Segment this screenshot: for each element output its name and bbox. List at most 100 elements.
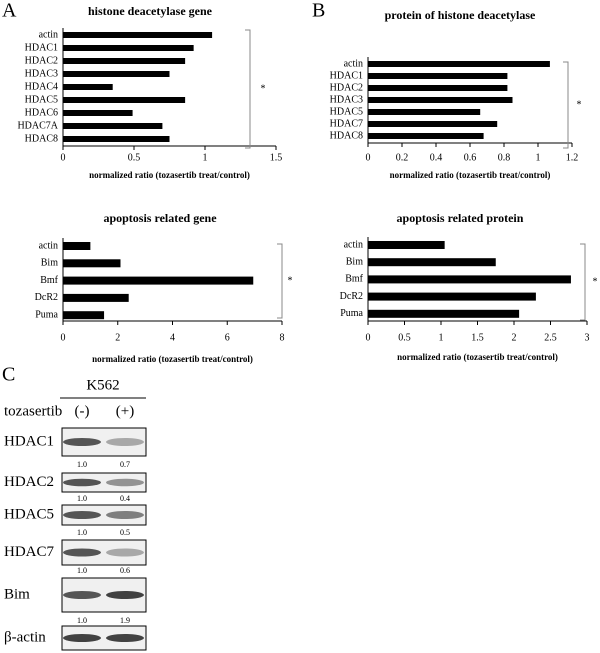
ratio-label: 1.0 [77,460,87,469]
category-label: HDAC8 [25,133,58,144]
bar [63,45,194,51]
x-tick-label: 0.5 [398,332,411,343]
band [106,634,144,642]
blot-label: HDAC2 [4,474,54,490]
annotation: * [593,276,598,287]
category-label: HDAC1 [25,42,58,53]
x-axis-label: normalized ratio (tozasertib treat/contr… [390,170,551,180]
category-label: DcR2 [340,291,363,302]
x-tick-label: 0.2 [396,152,409,163]
category-label: HDAC5 [25,94,58,105]
ratio-label: 1.0 [77,566,87,575]
category-label: actin [344,58,363,69]
band [63,438,101,446]
significance-bracket [277,243,283,319]
category-label: Puma [340,308,363,319]
category-label: actin [39,29,58,40]
category-label: Bmf [40,275,58,286]
band [106,548,144,557]
bar [368,97,513,103]
band [63,548,101,557]
band [63,591,101,599]
blot-frame [61,504,147,526]
ratio-label: 0.4 [120,494,130,503]
x-axis-label: normalized ratio (tozasertib treat/contr… [89,170,250,180]
lane-label: (-) [75,403,90,419]
band [63,634,101,642]
bar [368,258,496,267]
ratio-label: 1.0 [77,616,87,625]
category-label: HDAC2 [330,82,363,93]
category-label: HDAC1 [330,70,363,81]
band [63,478,101,487]
bar [368,241,445,249]
blot-label: HDAC5 [4,506,54,522]
category-label: HDAC2 [25,55,58,66]
x-tick-label: 0 [61,152,66,163]
band [63,511,101,519]
bar [63,71,170,77]
blot-label: HDAC7 [4,544,55,560]
x-tick-label: 2 [115,332,120,343]
x-tick-label: 0 [366,332,371,343]
x-tick-label: 3 [585,332,590,343]
chart-title: apoptosis related gene [103,211,217,225]
x-tick-label: 1.5 [471,332,484,343]
ratio-label: 0.7 [120,460,130,469]
category-label: Puma [35,309,58,320]
bar [63,123,163,129]
band [106,478,144,487]
panel-label: A [2,0,17,22]
bar [368,309,520,318]
band [106,511,144,519]
bar [63,276,254,285]
bar [368,133,484,139]
category-label: actin [39,240,58,251]
x-tick-label: 0.8 [498,152,511,163]
category-label: HDAC5 [330,106,363,117]
chart-title: apoptosis related protein [397,211,524,225]
x-tick-label: 1 [536,152,541,163]
category-label: HDAC3 [25,68,58,79]
ratio-label: 0.6 [120,566,130,575]
x-tick-label: 2.5 [544,332,557,343]
x-tick-label: 8 [280,332,285,343]
bar [368,121,498,127]
annotation: * [577,99,582,110]
x-tick-label: 0.5 [128,152,141,163]
band [106,591,144,599]
bar [368,275,571,284]
bar [368,61,550,67]
category-label: HDAC8 [330,130,363,141]
x-tick-label: 6 [225,332,230,343]
category-label: HDAC4 [25,81,58,92]
category-label: actin [344,239,363,250]
annotation: * [288,275,293,286]
bar [63,58,186,64]
category-label: HDAC3 [330,94,363,105]
panel-label: C [2,364,15,386]
significance-bracket [580,243,586,321]
bar [368,292,536,301]
chart-title: protein of histone deacetylase [385,8,536,22]
bar [63,242,91,250]
category-label: Bim [346,256,363,267]
blot-label: Bim [4,586,30,602]
treatment-label: tozasertib [4,403,62,419]
bar [63,110,133,116]
category-label: HDAC6 [25,107,58,118]
blot-label: β-actin [4,629,46,645]
bar [368,73,508,79]
annotation: * [261,83,266,94]
x-axis-label: normalized ratio (tozasertib treat/contr… [397,352,558,362]
x-tick-label: 0 [366,152,371,163]
blot-label: HDAC1 [4,433,54,449]
category-label: Bim [41,258,58,269]
x-tick-label: 1.2 [566,152,579,163]
x-tick-label: 2 [512,332,517,343]
ratio-label: 1.0 [77,494,87,503]
x-axis-label: normalized ratio (tozasertib treat/contr… [92,354,253,364]
bar [368,109,481,115]
category-label: DcR2 [35,292,58,303]
panel-label: B [312,0,325,22]
